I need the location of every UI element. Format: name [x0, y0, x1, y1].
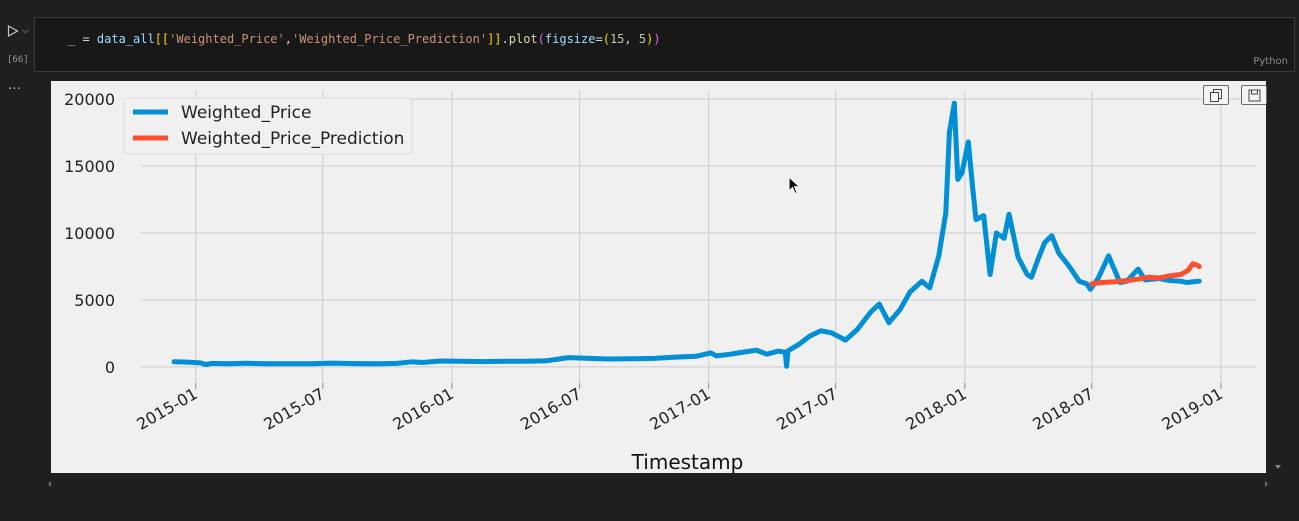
code-token: .	[501, 32, 509, 46]
code-token: 'Weighted_Price_Prediction'	[291, 32, 488, 46]
y-tick-label: 10000	[64, 224, 115, 243]
x-axis-label: Timestamp	[631, 450, 744, 473]
legend-box	[123, 97, 413, 155]
series-line-2	[1089, 261, 1202, 287]
x-tick-label: 2018-07	[1029, 384, 1096, 434]
x-tick-label: 2015-01	[133, 384, 200, 434]
cell-output: 0 5000 10000 15000 20000 2015-01 2015-07 2016-0…	[51, 81, 1266, 474]
code-token: _	[68, 32, 83, 46]
x-tick-label: 2016-07	[517, 384, 584, 434]
scroll-left-icon[interactable]	[48, 481, 51, 487]
code-token: )	[653, 32, 661, 46]
copy-output-button[interactable]	[1203, 85, 1229, 105]
x-tick-label: 2017-01	[646, 384, 713, 434]
save-icon	[1248, 89, 1261, 102]
code-token: data_all	[96, 32, 155, 46]
legend: Weighted_Price Weighted_Price_Prediction	[123, 97, 413, 155]
line-chart: 0 5000 10000 15000 20000 2015-01 2015-07 2016-0…	[64, 90, 1256, 474]
mouse-cursor-icon	[788, 176, 801, 195]
y-tick-label: 0	[105, 358, 115, 377]
x-tick-label: 2018-01	[902, 384, 969, 434]
code-token: (	[602, 32, 610, 46]
copy-icon	[1210, 89, 1222, 102]
code-editor[interactable]: _ = data_all[['Weighted_Price','Weighted…	[68, 32, 661, 46]
y-tick-label: 5000	[74, 291, 115, 310]
series-line-1	[171, 100, 1202, 369]
code-token: plot	[508, 32, 538, 46]
code-token: [[	[154, 32, 170, 46]
code-cell[interactable]: _ = data_all[['Weighted_Price','Weighted…	[34, 17, 1295, 72]
y-tick-label: 20000	[64, 90, 115, 109]
scroll-down-icon[interactable]	[1275, 465, 1281, 469]
code-token: ,	[284, 32, 292, 46]
run-cell-icon[interactable]	[7, 25, 19, 37]
more-actions-icon[interactable]: …	[8, 78, 22, 93]
scroll-right-icon[interactable]	[1265, 481, 1268, 487]
x-tick-label: 2015-07	[260, 384, 327, 434]
legend-label: Weighted_Price	[181, 103, 311, 123]
code-token: 5	[638, 32, 647, 46]
chevron-down-icon[interactable]: ⌵	[22, 26, 29, 36]
code-token: =	[82, 32, 97, 46]
save-output-button[interactable]	[1241, 85, 1267, 105]
cell-language-label[interactable]: Python	[1253, 56, 1288, 67]
code-token: figsize	[544, 32, 596, 46]
code-token: )	[646, 32, 654, 46]
code-token: ]]	[487, 32, 502, 46]
execution-count: [66]	[7, 55, 29, 65]
x-tick-label: 2019-01	[1159, 384, 1226, 434]
y-tick-label: 15000	[64, 157, 115, 176]
code-token: 15	[609, 32, 625, 46]
legend-label: Weighted_Price_Prediction	[181, 129, 404, 149]
code-token: =	[595, 32, 603, 46]
code-token: (	[537, 32, 545, 46]
x-tick-label: 2017-07	[773, 384, 840, 434]
code-token: 'Weighted_Price'	[169, 32, 285, 46]
x-tick-label: 2016-01	[389, 384, 456, 434]
code-token: ,	[624, 32, 639, 46]
